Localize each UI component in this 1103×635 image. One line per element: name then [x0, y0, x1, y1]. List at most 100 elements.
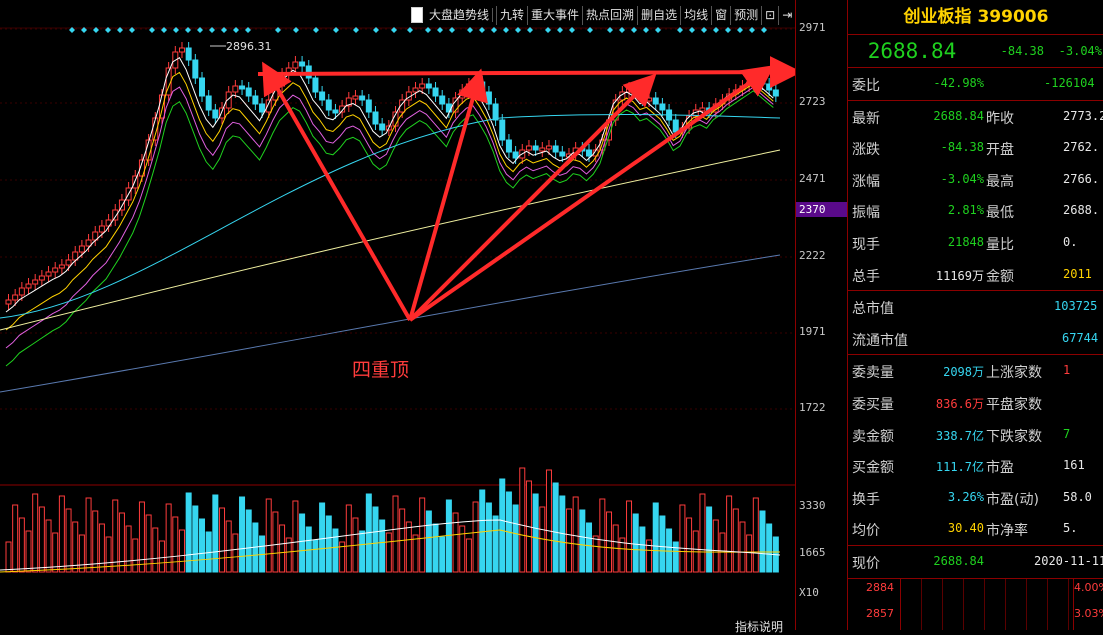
volume-bar [572, 496, 579, 573]
event-diamond-icon [81, 27, 87, 33]
trade-value-right: 5. [1063, 521, 1078, 536]
trend-checkbox[interactable]: 大盘趋势线 [408, 6, 498, 25]
volume-bar [405, 521, 412, 573]
volume-bar [419, 497, 426, 573]
trade-label-right: 市盈 [986, 460, 1014, 477]
tool-window[interactable]: 窗 [712, 6, 732, 25]
mini-intraday-chart[interactable]: 2884 2857 4.00% 3.03% [848, 578, 1103, 630]
trade-label-right: 下跌家数 [986, 428, 1042, 445]
quote-row: 最新 2688.84 昨收 2773.2 [848, 101, 1103, 133]
candle-body [52, 267, 59, 273]
candle-body [552, 145, 559, 153]
candle-body [325, 99, 332, 111]
quote-label: 涨跌 [852, 142, 880, 159]
volume-bar [212, 494, 219, 573]
tool-ma-lines[interactable]: 均线 [681, 6, 713, 25]
event-diamond-icon [619, 27, 625, 33]
event-diamond-icon [221, 27, 227, 33]
event-diamond-icon [245, 27, 251, 33]
current-price: 2688.84 [867, 39, 957, 63]
volume-bar [752, 497, 759, 573]
volume-bar [85, 497, 92, 573]
float-cap-label: 流通市值 [852, 332, 908, 349]
high-label: 2896.31 [226, 40, 272, 53]
candle-body [372, 111, 379, 125]
quote-value: -84.38 [940, 140, 984, 155]
now-price-row: 现价 2688.84 2020-11-11, [848, 544, 1103, 578]
indicator-help[interactable]: 指标说明 [735, 620, 784, 634]
trade-value: 30.40 [947, 521, 984, 536]
event-diamond-icon [209, 27, 215, 33]
candle-body [239, 85, 246, 90]
volume-bar [385, 532, 392, 573]
trade-value: 111.7亿 [935, 460, 984, 475]
tool-predict[interactable]: 预测 [731, 6, 763, 25]
quote-label: 涨幅 [852, 173, 880, 190]
event-diamond-icon [701, 27, 707, 33]
event-diamond-icon [353, 27, 359, 33]
volume-bar [18, 517, 25, 573]
tool-jiuzhuan[interactable]: 九转 [497, 6, 529, 25]
volume-bar [52, 532, 59, 573]
volume-bar [579, 509, 586, 573]
volume-bar [25, 530, 32, 573]
event-diamond-icon [197, 27, 203, 33]
candle-body [319, 91, 326, 101]
quote-row: 涨跌 -84.38 开盘 2762. [848, 132, 1103, 164]
volume-bar [699, 493, 706, 573]
candle-body [439, 95, 446, 105]
volume-bar [45, 519, 52, 573]
tick-2471: 2471 [799, 172, 826, 185]
volume-bar [185, 492, 192, 573]
trade-row: 换手 3.26% 市盈(动) 58.0 [848, 482, 1103, 514]
candle-body [659, 103, 666, 111]
kline-chart-area[interactable]: 2896.31 四重顶 指标说明 大盘趋势线 九转 重大事件 热点回溯 删自选 … [0, 0, 802, 634]
candle-body [12, 294, 19, 301]
tool-major-events[interactable]: 重大事件 [528, 6, 584, 25]
volume-bar [152, 527, 159, 573]
trade-row: 委卖量 2098万 上涨家数 1 [848, 355, 1103, 387]
price-change-pct: -3.04% [1058, 44, 1102, 58]
lock-icon[interactable]: ⊡ [762, 6, 780, 25]
tick-2971: 2971 [799, 21, 826, 34]
tool-remove-watch[interactable]: 删自选 [638, 6, 682, 25]
volume-bar [219, 507, 226, 573]
event-diamond-icon [173, 27, 179, 33]
volume-bar [359, 530, 366, 573]
volume-bar [272, 511, 279, 573]
expand-icon[interactable]: ⇥ [782, 8, 793, 22]
event-diamond-icon [631, 27, 637, 33]
volume-bar [58, 495, 65, 573]
volume-bar [239, 496, 246, 573]
candle-body [78, 245, 85, 253]
volume-bar [485, 502, 492, 573]
candle-body [339, 105, 346, 113]
candle-body [25, 283, 32, 289]
event-diamond-icon [527, 27, 533, 33]
volume-bar [138, 501, 145, 573]
event-diamond-icon [93, 27, 99, 33]
annotation-arrow [262, 61, 412, 321]
event-diamond-icon [587, 27, 593, 33]
event-diamond-icon [333, 27, 339, 33]
volume-bar [606, 511, 613, 573]
ma-line [5, 57, 774, 313]
quote-row: 涨幅 -3.04% 最高 2766. [848, 164, 1103, 196]
trade-value-right: 1 [1063, 363, 1071, 378]
volume-bar [265, 498, 272, 573]
tick-1971: 1971 [799, 325, 826, 338]
candle-body [138, 159, 145, 177]
candle-body [359, 95, 366, 101]
quote-label-right: 最低 [986, 205, 1014, 222]
tool-hot-review[interactable]: 热点回溯 [583, 6, 639, 25]
volume-bar [372, 506, 379, 573]
volume-bar [746, 534, 753, 573]
volume-bar [125, 525, 132, 573]
volume-bar [532, 493, 539, 573]
quote-label-right: 量比 [986, 236, 1014, 253]
candle-body [352, 95, 359, 100]
volume-bar [279, 524, 286, 573]
quote-label-right: 开盘 [986, 142, 1014, 159]
candle-body [646, 97, 653, 102]
candle-body [252, 95, 259, 105]
